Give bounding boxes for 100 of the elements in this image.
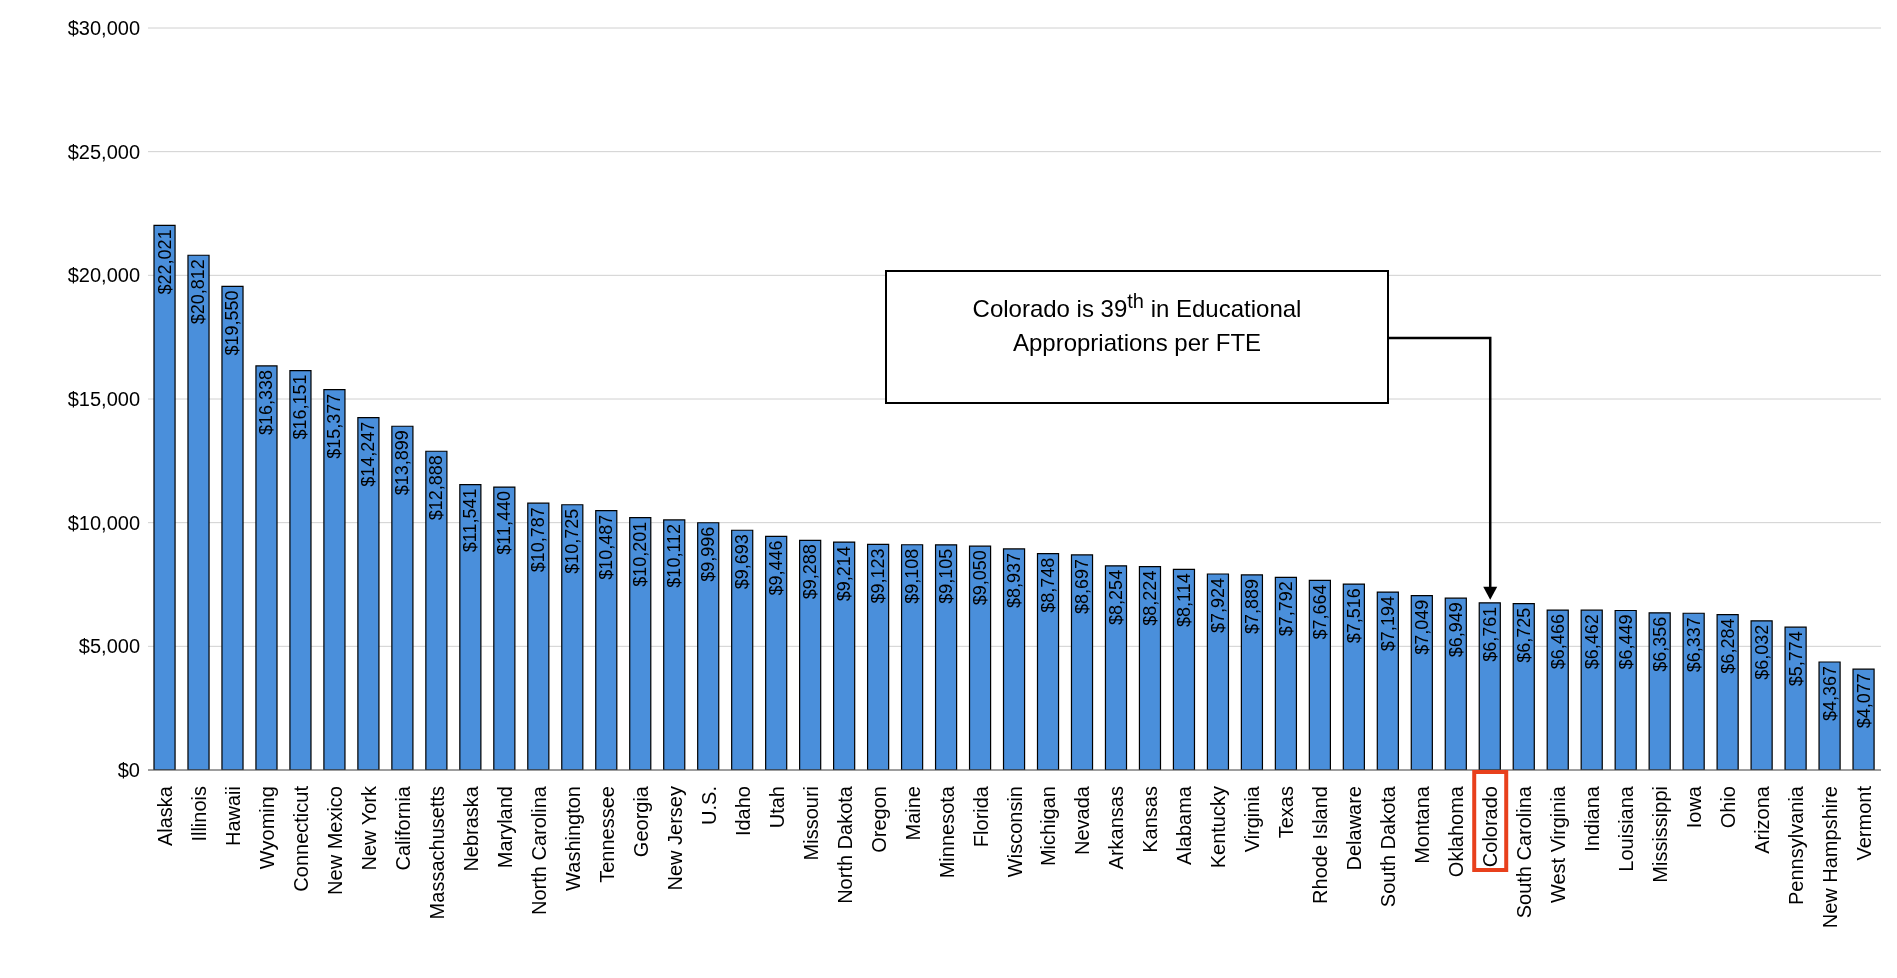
- bar: [323, 389, 346, 770]
- data-label: $16,151: [290, 374, 311, 440]
- data-label: $7,194: [1377, 596, 1398, 652]
- data-label: $8,224: [1139, 570, 1160, 626]
- data-label: $9,693: [732, 534, 753, 590]
- bar: [629, 517, 652, 770]
- y-tick-label: $20,000: [67, 264, 140, 287]
- data-label: $6,466: [1547, 614, 1568, 670]
- x-tick-label: North Carolina: [527, 785, 550, 915]
- x-tick-label: Florida: [969, 785, 992, 848]
- x-tick-label: Vermont: [1853, 785, 1876, 861]
- data-label: $16,338: [256, 369, 277, 435]
- data-label: $9,108: [902, 548, 923, 604]
- x-tick-label: U.S.: [697, 786, 720, 825]
- bar: [153, 224, 176, 770]
- bar: [1784, 626, 1807, 770]
- x-tick-label: Wyoming: [255, 786, 278, 870]
- data-label: $10,201: [630, 521, 651, 587]
- x-tick-label: Maryland: [493, 786, 516, 869]
- bar: [255, 365, 278, 770]
- data-label: $8,114: [1173, 573, 1194, 628]
- data-label: $6,337: [1683, 617, 1704, 673]
- x-tick-label: Mississippi: [1649, 786, 1672, 883]
- x-tick-label: Ohio: [1717, 786, 1740, 829]
- data-label: $7,792: [1275, 581, 1296, 637]
- data-label: $4,367: [1819, 665, 1840, 722]
- x-tick-label: New Mexico: [323, 786, 346, 895]
- x-tick-label: Oklahoma: [1445, 785, 1468, 878]
- data-label: $22,021: [154, 229, 175, 295]
- bar: [866, 543, 890, 770]
- x-tick-label: Alabama: [1173, 785, 1196, 865]
- x-tick-label: Kentucky: [1207, 786, 1230, 869]
- x-tick-label: West Virginia: [1547, 785, 1570, 904]
- x-tick-label: California: [391, 785, 414, 871]
- bar: [833, 541, 856, 770]
- x-tick-label: Nebraska: [459, 785, 482, 872]
- x-tick-label: Connecticut: [289, 785, 312, 892]
- x-tick-label: Minnesota: [935, 785, 958, 879]
- annotation: Colorado is 39$^{th}$ in Educational Appropriations per FTE: [971, 289, 1303, 358]
- data-label: $12,888: [426, 455, 447, 521]
- x-tick-label: Wisconsin: [1003, 786, 1026, 878]
- bar: [1104, 565, 1128, 770]
- x-tick-label: Massachusetts: [425, 786, 448, 920]
- bar: [527, 502, 550, 770]
- data-label: $6,284: [1717, 618, 1738, 674]
- data-label: $9,050: [970, 550, 991, 606]
- data-label: $5,774: [1785, 631, 1806, 687]
- data-label: $6,032: [1751, 624, 1772, 680]
- data-label: $14,247: [358, 421, 379, 487]
- x-tick-label: Arizona: [1751, 785, 1774, 854]
- data-label: $11,440: [494, 491, 515, 555]
- data-label: $9,996: [698, 526, 719, 582]
- x-tick-label: Louisiana: [1615, 785, 1638, 872]
- bar: [425, 450, 448, 770]
- data-label: $10,112: [664, 523, 685, 588]
- data-label: $19,550: [222, 290, 243, 356]
- y-tick-label: $30,000: [67, 17, 140, 40]
- data-label: $6,356: [1649, 616, 1670, 672]
- bar: [1036, 553, 1060, 770]
- x-tick-label: Tennessee: [595, 786, 618, 883]
- bar: [934, 544, 958, 770]
- x-tick-label: Georgia: [629, 785, 652, 858]
- x-tick-label: Idaho: [731, 786, 754, 837]
- data-label: $6,462: [1581, 614, 1602, 670]
- x-tick-label: South Dakota: [1377, 785, 1400, 908]
- x-tick-label: Rhode Island: [1309, 786, 1332, 904]
- x-tick-label: Iowa: [1683, 785, 1706, 829]
- x-tick-label: Kansas: [1139, 786, 1162, 853]
- data-label: $7,516: [1343, 588, 1364, 644]
- bar: [357, 417, 380, 770]
- bar: [1648, 612, 1671, 770]
- data-label: $6,725: [1513, 607, 1534, 663]
- data-label: $11,541: [460, 488, 481, 553]
- data-label: $9,446: [766, 540, 787, 596]
- x-tick-label: Alaska: [153, 785, 176, 847]
- data-label: $9,288: [800, 544, 821, 600]
- bar: [561, 504, 584, 770]
- bar: [221, 285, 244, 770]
- x-tick-label: New Hampshire: [1819, 786, 1842, 929]
- x-tick-label: Indiana: [1581, 785, 1604, 852]
- x-tick-label: New York: [357, 785, 380, 871]
- x-tick-label: Michigan: [1037, 786, 1060, 867]
- x-tick-label: South Carolina: [1513, 785, 1536, 919]
- data-label: $9,214: [834, 546, 855, 602]
- x-tick-label: Illinois: [187, 786, 210, 842]
- bar: [1342, 583, 1365, 770]
- data-label: $8,254: [1105, 569, 1126, 625]
- x-tick-label: Maine: [901, 786, 924, 841]
- bar: [1716, 613, 1739, 770]
- x-tick-label: Oregon: [867, 786, 890, 853]
- data-label: $20,812: [188, 259, 209, 325]
- x-tick-label: New Jersey: [663, 786, 686, 891]
- x-tick-label: Pennsylvania: [1785, 785, 1808, 905]
- bar: [459, 483, 482, 770]
- bar: [595, 510, 618, 770]
- bar: [1206, 573, 1230, 770]
- y-tick-label: $5,000: [78, 635, 140, 658]
- data-label: $10,725: [562, 508, 583, 574]
- data-label: $9,123: [868, 548, 889, 604]
- x-tick-label: Montana: [1411, 785, 1434, 864]
